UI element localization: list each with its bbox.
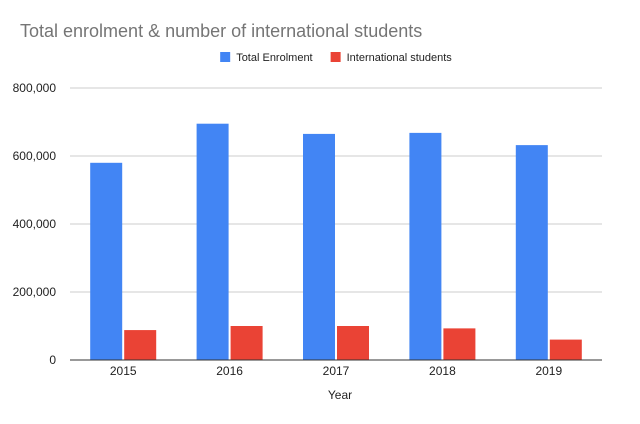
legend-swatch xyxy=(220,52,231,62)
legend-swatch xyxy=(330,52,341,62)
legend-label: International students xyxy=(347,52,453,64)
bars xyxy=(90,123,582,360)
x-tick-label: 2017 xyxy=(323,364,350,378)
bar-total-enrolment-2018 xyxy=(409,132,442,360)
gridlines xyxy=(70,87,602,293)
x-axis-ticks: 2015 2016 2017 2018 2019 xyxy=(110,364,563,378)
x-tick-label: 2015 xyxy=(110,364,137,378)
x-tick-label: 2018 xyxy=(429,364,456,378)
bar-international-students-2018 xyxy=(443,328,476,360)
bar-total-enrolment-2015 xyxy=(90,162,123,360)
legend: Total Enrolment International students xyxy=(220,52,452,64)
y-axis-ticks: 0 200,000 400,000 600,000 800,000 xyxy=(13,81,57,367)
bar-international-students-2016 xyxy=(230,326,263,360)
x-tick-label: 2019 xyxy=(535,364,562,378)
legend-label: Total Enrolment xyxy=(236,52,312,64)
legend-item: International students xyxy=(330,52,453,64)
bar-international-students-2015 xyxy=(124,330,157,360)
legend-item: Total Enrolment xyxy=(220,52,313,64)
bar-total-enrolment-2016 xyxy=(196,123,229,360)
bar-total-enrolment-2017 xyxy=(303,133,335,360)
y-tick-label: 400,000 xyxy=(13,217,57,231)
y-tick-label: 200,000 xyxy=(13,285,57,299)
bar-international-students-2019 xyxy=(549,339,582,360)
x-axis-title: Year xyxy=(328,388,352,402)
chart-title: Total enrolment & number of internationa… xyxy=(20,21,422,41)
x-tick-label: 2016 xyxy=(216,364,243,378)
y-tick-label: 600,000 xyxy=(13,149,57,163)
y-tick-label: 0 xyxy=(49,353,56,367)
bar-international-students-2017 xyxy=(337,326,369,360)
bar-total-enrolment-2019 xyxy=(515,145,548,360)
y-tick-label: 800,000 xyxy=(13,81,57,95)
